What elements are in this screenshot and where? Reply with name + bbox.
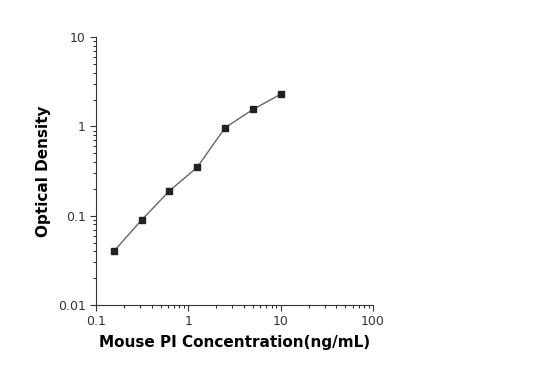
Y-axis label: Optical Density: Optical Density (36, 105, 51, 237)
X-axis label: Mouse PI Concentration(ng/mL): Mouse PI Concentration(ng/mL) (99, 336, 370, 350)
